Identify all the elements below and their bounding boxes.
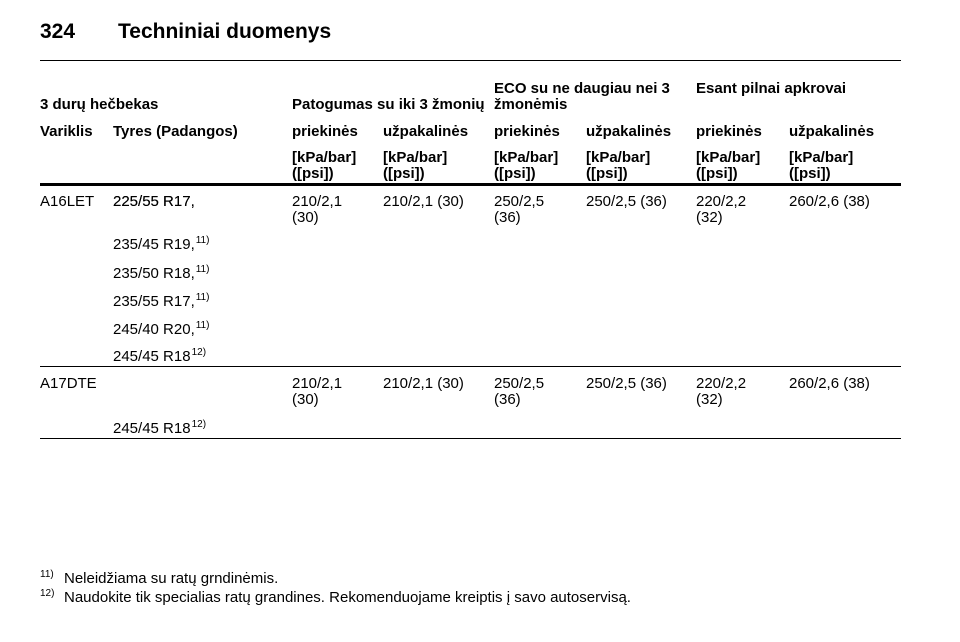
column-header: priekinės	[494, 123, 560, 140]
pressure-value: 210/2,1 (30)	[292, 375, 343, 408]
tyre-size: 245/40 R20,11)	[113, 320, 210, 338]
unit-header: [kPa/bar] ([psi])	[494, 149, 559, 182]
column-header: priekinės	[696, 123, 762, 140]
tyre-size: 225/55 R17,	[113, 193, 195, 210]
tyre-size: 225/55 R17,	[113, 193, 195, 210]
unit-header: [kPa/bar] ([psi])	[292, 149, 357, 182]
header-bottom-rule	[40, 183, 901, 186]
column-header: Tyres (Padangos)	[113, 123, 238, 140]
footnote-text: Neleidžiama su ratų grndinėmis.	[64, 570, 279, 587]
footnote-text: Naudokite tik specialias ratų grandines.…	[64, 589, 631, 606]
engine: A16LET	[40, 193, 95, 210]
note-mark: 12)	[191, 419, 207, 430]
column-header: priekinės	[292, 123, 358, 140]
unit-header: [kPa/bar] ([psi])	[789, 149, 854, 182]
note-mark: 12)	[191, 347, 207, 358]
pressure-value: 260/2,6 (38)	[789, 193, 870, 210]
group-header: Patogumas su iki 3 žmonių	[292, 96, 485, 113]
table-bottom-rule	[40, 438, 901, 439]
column-header: užpakalinės	[586, 123, 672, 140]
footnote-mark: 11)	[40, 569, 54, 580]
column-header: Variklis	[40, 123, 93, 140]
pressure-value: 260/2,6 (38)	[789, 375, 870, 392]
pressure-value: 250/2,5 (36)	[586, 193, 667, 210]
pressure-value: 250/2,5 (36)	[494, 375, 545, 408]
row-rule	[40, 366, 901, 367]
pressure-value: 220/2,2 (32)	[696, 375, 747, 408]
pressure-value: 210/2,1 (30)	[292, 193, 343, 226]
page-title: Techniniai duomenys	[118, 20, 332, 43]
group-header: ECO su ne daugiau nei 3 žmonėmis	[494, 80, 670, 113]
pressure-value: 210/2,1 (30)	[383, 375, 464, 392]
column-header: užpakalinės	[383, 123, 469, 140]
header-rule	[40, 60, 901, 61]
unit-header: [kPa/bar] ([psi])	[383, 149, 448, 182]
group-header: 3 durų hečbekas	[40, 96, 159, 113]
footnote-mark: 12)	[40, 588, 55, 599]
note-mark: 11)	[195, 264, 210, 275]
tyre-size: 245/45 R1812)	[113, 347, 207, 365]
engine: A17DTE	[40, 375, 97, 392]
tyre-size: 235/50 R18,11)	[113, 264, 210, 282]
unit-header: [kPa/bar] ([psi])	[696, 149, 761, 182]
tyre-size: 235/45 R19,11)	[113, 235, 210, 253]
pressure-value: 250/2,5 (36)	[494, 193, 545, 226]
page-number: 324	[40, 20, 76, 43]
tyre-size: 245/45 R1812)	[113, 419, 207, 437]
note-mark: 11)	[195, 292, 210, 303]
pressure-value: 220/2,2 (32)	[696, 193, 747, 226]
column-header: užpakalinės	[789, 123, 875, 140]
tyre-size: 235/55 R17,11)	[113, 292, 210, 310]
pressure-value: 250/2,5 (36)	[586, 375, 667, 392]
group-header: Esant pilnai apkrovai	[696, 80, 847, 97]
pressure-value: 210/2,1 (30)	[383, 193, 464, 210]
note-mark: 11)	[195, 320, 210, 331]
unit-header: [kPa/bar] ([psi])	[586, 149, 651, 182]
note-mark: 11)	[195, 235, 210, 246]
